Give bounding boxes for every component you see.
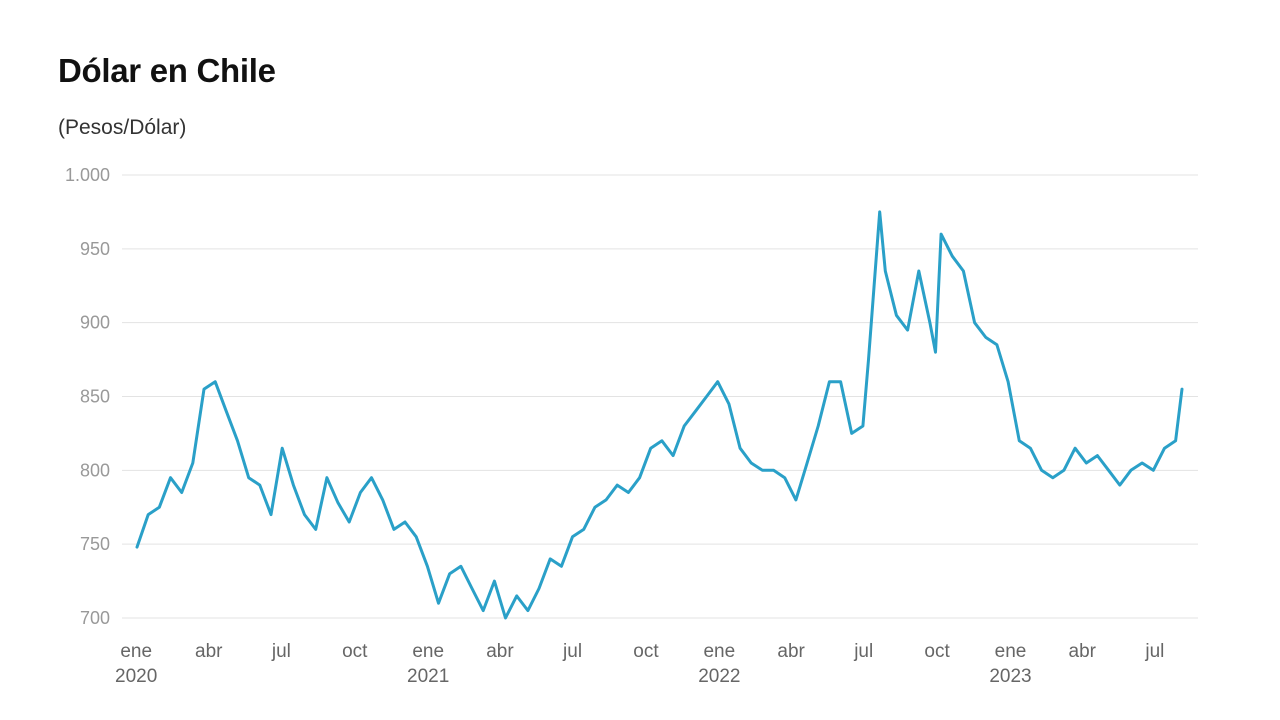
x-tick-label: jul — [1144, 641, 1164, 662]
x-tick-label: ene — [995, 641, 1027, 662]
x-tick-year-label: 2021 — [407, 666, 449, 687]
series-line-0 — [135, 210, 1184, 620]
y-tick-label: 1.000 — [65, 165, 110, 185]
x-axis-ticks: ene 2020 abr jul oct ene 2021 abr jul oct ene 2022 a… — [115, 641, 1164, 687]
y-axis-ticks: 700 750 800 850 900 950 1.000 — [65, 165, 110, 628]
x-tick-label: ene — [703, 641, 735, 662]
chart-subtitle: (Pesos/Dólar) — [58, 116, 187, 139]
x-tick-label: ene — [120, 641, 152, 662]
x-tick-label: abr — [195, 641, 223, 662]
y-tick-label: 800 — [80, 460, 110, 480]
x-tick-label: jul — [562, 641, 582, 662]
y-tick-label: 850 — [80, 387, 110, 407]
y-tick-label: 700 — [80, 608, 110, 628]
y-tick-label: 900 — [80, 313, 110, 333]
x-tick-year-label: 2023 — [989, 666, 1031, 687]
x-tick-label: abr — [486, 641, 514, 662]
x-tick-year-label: 2022 — [698, 666, 740, 687]
x-tick-label: abr — [777, 641, 805, 662]
x-tick-label: oct — [924, 641, 950, 662]
x-tick-label: jul — [271, 641, 291, 662]
x-tick-label: oct — [633, 641, 659, 662]
series-layer — [135, 210, 1184, 620]
grid-lines — [122, 174, 1198, 619]
x-tick-year-label: 2020 — [115, 666, 157, 687]
chart-title: Dólar en Chile — [58, 52, 276, 89]
x-tick-label: abr — [1069, 641, 1097, 662]
x-tick-label: oct — [342, 641, 368, 662]
y-tick-label: 950 — [80, 239, 110, 259]
x-tick-label: jul — [853, 641, 873, 662]
y-tick-label: 750 — [80, 534, 110, 554]
x-tick-label: ene — [412, 641, 444, 662]
